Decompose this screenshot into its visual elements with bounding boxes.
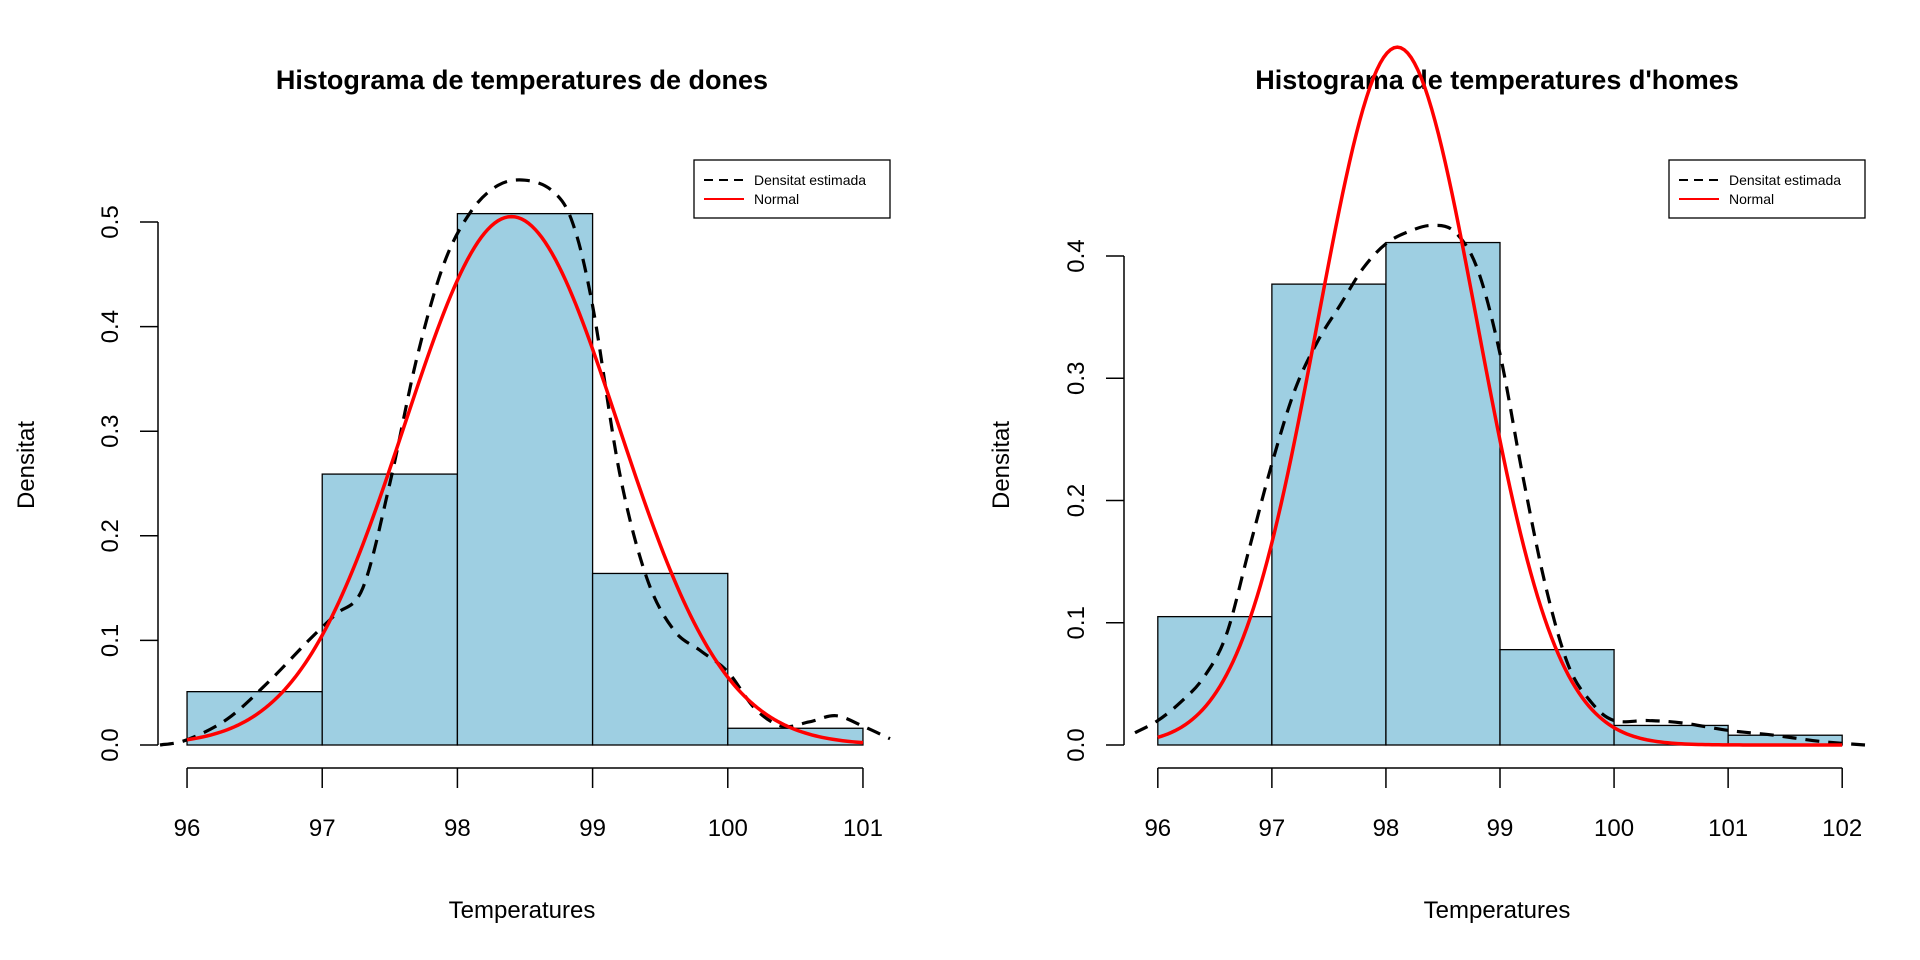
histogram-bar <box>1499 648 1615 746</box>
x-tick-label: 96 <box>1144 815 1171 842</box>
kde-density-curve <box>1134 223 1866 747</box>
y-tick-label: 0.3 <box>1063 362 1090 395</box>
histogram-bar <box>1157 615 1273 746</box>
y-tick-label: 0.5 <box>97 205 124 238</box>
y-tick-label: 0.0 <box>1063 728 1090 761</box>
x-tick-label: 101 <box>1708 815 1748 842</box>
y-axis-label: Densitat <box>988 421 1015 509</box>
normal-density-curve <box>186 214 864 745</box>
curves <box>159 178 891 747</box>
x-axis: 96 97 98 99 100 101 <box>174 767 883 842</box>
y-tick-label: 0.2 <box>97 519 124 552</box>
x-axis: 96 97 98 99 100 101 102 <box>1144 767 1862 842</box>
x-tick-label: 97 <box>309 815 336 842</box>
legend: Densitat estimada Normal <box>1668 159 1866 219</box>
chart-title: Histograma de temperatures de dones <box>276 65 768 95</box>
x-tick-label: 99 <box>1487 815 1514 842</box>
x-tick-label: 96 <box>174 815 201 842</box>
histogram-bar <box>1385 241 1501 746</box>
x-tick-label: 97 <box>1259 815 1286 842</box>
legend-label-normal: Normal <box>754 191 799 207</box>
chart-title: Histograma de temperatures d'homes <box>1255 65 1739 95</box>
bars <box>1157 241 1843 746</box>
y-tick-label: 0.2 <box>1063 484 1090 517</box>
x-tick-label: 98 <box>1373 815 1400 842</box>
x-axis-label: Temperatures <box>449 897 596 924</box>
y-axis: 0.0 0.1 0.2 0.3 0.4 0.5 <box>97 205 159 762</box>
y-tick-label: 0.4 <box>97 310 124 343</box>
x-tick-label: 98 <box>444 815 471 842</box>
y-tick-label: 0.1 <box>97 624 124 657</box>
x-tick-label: 100 <box>1594 815 1634 842</box>
curves <box>1134 45 1866 747</box>
y-axis-label: Densitat <box>13 421 40 509</box>
y-tick-label: 0.3 <box>97 415 124 448</box>
histogram-panel-dones: Histograma de temperatures de dones Temp… <box>13 65 891 924</box>
x-tick-label: 101 <box>843 815 883 842</box>
histogram-bar <box>1271 283 1387 746</box>
legend-label-densitat: Densitat estimada <box>754 172 866 188</box>
y-axis: 0.0 0.1 0.2 0.3 0.4 <box>1063 239 1125 762</box>
normal-density-curve <box>1157 45 1843 747</box>
histogram-panel-homes: Histograma de temperatures d'homes Tempe… <box>988 45 1866 924</box>
bars <box>186 212 864 746</box>
legend-label-densitat: Densitat estimada <box>1729 172 1841 188</box>
x-tick-label: 102 <box>1822 815 1862 842</box>
y-tick-label: 0.0 <box>97 728 124 761</box>
legend-box <box>1668 159 1866 219</box>
legend: Densitat estimada Normal <box>693 159 891 219</box>
y-tick-label: 0.4 <box>1063 239 1090 272</box>
legend-box <box>693 159 891 219</box>
x-axis-label: Temperatures <box>1424 897 1571 924</box>
y-tick-label: 0.1 <box>1063 606 1090 639</box>
histogram-bar <box>456 212 594 746</box>
x-tick-label: 99 <box>579 815 606 842</box>
histogram-bar <box>591 572 729 746</box>
legend-label-normal: Normal <box>1729 191 1774 207</box>
x-tick-label: 100 <box>708 815 748 842</box>
